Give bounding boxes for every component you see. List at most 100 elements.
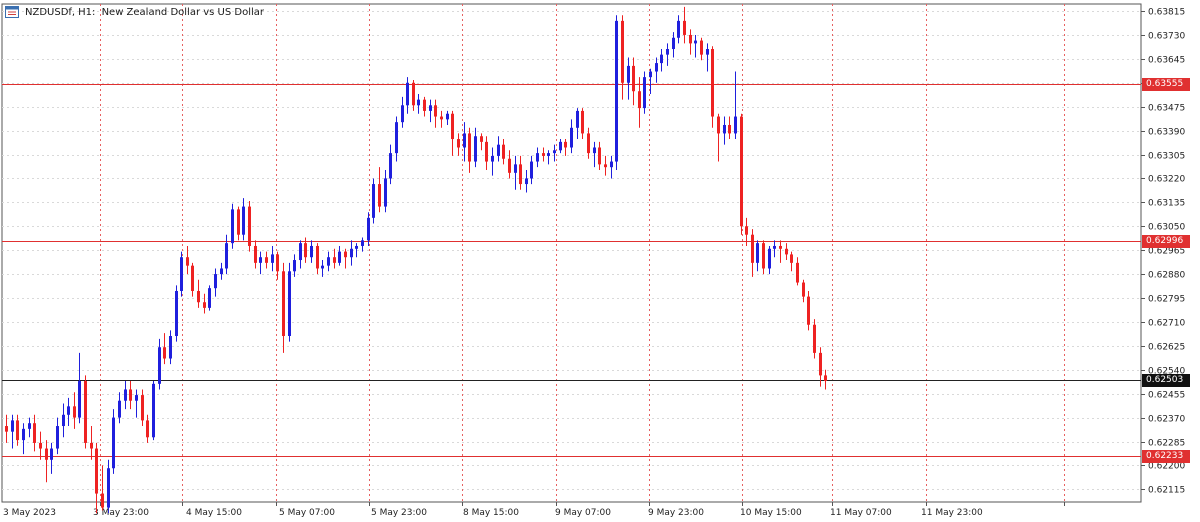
current-price-label: 0.62503 <box>1142 374 1190 387</box>
candle <box>367 217 370 241</box>
price-tick-label: 0.63475 <box>1148 104 1185 114</box>
candle <box>785 248 788 255</box>
candle <box>683 20 686 35</box>
candle <box>28 423 31 429</box>
price-tick-label: 0.63220 <box>1148 175 1185 185</box>
level-label-lower: 0.62233 <box>1142 450 1190 463</box>
candle <box>734 116 737 134</box>
candle <box>508 158 511 173</box>
candle <box>480 136 483 142</box>
candle <box>536 153 539 162</box>
candle <box>779 245 782 249</box>
level-label-upper: 0.63555 <box>1142 78 1190 91</box>
candle <box>643 77 646 109</box>
candle <box>813 324 816 353</box>
candle <box>242 206 245 235</box>
candle <box>135 395 138 401</box>
candle <box>728 124 731 134</box>
candle <box>62 414 65 427</box>
candle <box>372 184 375 218</box>
price-tick-label: 0.62540 <box>1148 367 1185 377</box>
candle <box>146 420 149 438</box>
chart-header: NZDUSDf, H1: New Zealand Dollar vs US Dol… <box>5 4 264 20</box>
candle <box>191 265 194 291</box>
candle <box>649 71 652 78</box>
candle <box>299 243 302 261</box>
candle <box>259 257 262 263</box>
candle <box>395 122 398 154</box>
candle <box>321 265 324 269</box>
candle <box>203 302 206 308</box>
candle <box>22 428 25 441</box>
candle <box>497 144 500 156</box>
candle <box>485 141 488 162</box>
candle <box>282 271 285 336</box>
time-tick-label: 5 May 07:00 <box>279 508 335 518</box>
price-tick-label: 0.63135 <box>1148 199 1185 209</box>
candle <box>141 395 144 421</box>
price-tick-label: 0.62285 <box>1148 439 1185 449</box>
candle <box>824 375 827 382</box>
candle <box>570 127 573 148</box>
candle <box>338 251 341 263</box>
time-tick-label: 8 May 15:00 <box>463 508 519 518</box>
price-tick-label: 0.62200 <box>1148 462 1185 472</box>
price-tick-label: 0.63645 <box>1148 56 1185 66</box>
candle <box>711 49 714 117</box>
candle <box>112 417 115 469</box>
candle <box>124 389 127 401</box>
candle <box>214 274 217 289</box>
candle <box>84 381 87 443</box>
candle <box>67 406 70 415</box>
candle <box>451 113 454 140</box>
candle <box>429 105 432 111</box>
candle <box>310 245 313 258</box>
candle <box>406 82 409 106</box>
candle <box>723 124 726 134</box>
time-tick-label: 9 May 07:00 <box>555 508 611 518</box>
plot-area[interactable] <box>1 3 1142 503</box>
candle <box>587 133 590 154</box>
time-tick-label: 9 May 23:00 <box>648 508 704 518</box>
chart-window-icon[interactable] <box>5 6 19 18</box>
price-tick-label: 0.62965 <box>1148 247 1185 257</box>
candle <box>672 37 675 50</box>
price-tick-label: 0.63730 <box>1148 32 1185 42</box>
candle <box>197 290 200 303</box>
candle <box>604 164 607 168</box>
candle <box>547 153 550 156</box>
candle <box>598 147 601 165</box>
time-tick-label: 11 May 23:00 <box>921 508 983 518</box>
candle <box>615 20 618 162</box>
candle <box>265 257 268 263</box>
candle <box>796 262 799 283</box>
candle <box>762 243 765 269</box>
candle <box>118 400 121 418</box>
candle <box>677 20 680 38</box>
candle <box>180 257 183 291</box>
candle <box>525 178 528 185</box>
candle <box>56 426 59 449</box>
candle <box>333 257 336 263</box>
candle <box>11 420 14 432</box>
candle <box>231 209 234 244</box>
candle <box>660 54 663 64</box>
candle <box>756 243 759 263</box>
candle <box>440 116 443 120</box>
candle <box>107 468 110 508</box>
candle <box>700 40 703 55</box>
candle <box>316 245 319 269</box>
candle <box>248 206 251 246</box>
candle <box>807 296 810 325</box>
candle <box>655 63 658 72</box>
candle <box>33 423 36 443</box>
candle <box>288 271 291 336</box>
candle <box>237 209 240 235</box>
price-tick-label: 0.62880 <box>1148 271 1185 281</box>
candle <box>304 243 307 258</box>
candle <box>694 40 697 44</box>
candle <box>434 105 437 117</box>
candle <box>129 389 132 401</box>
